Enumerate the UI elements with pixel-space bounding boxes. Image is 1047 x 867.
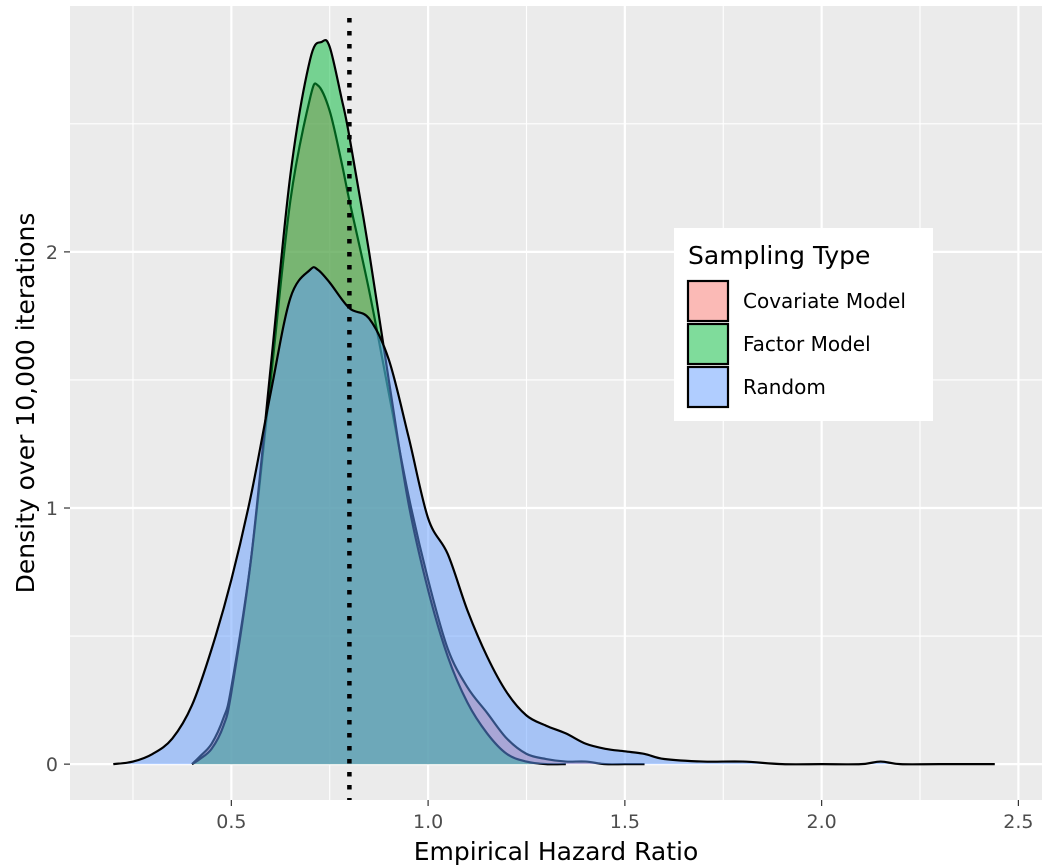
- y-axis-title: Density over 10,000 iterations: [11, 213, 40, 594]
- legend-key: [686, 322, 730, 366]
- y-tick-label: 2: [46, 242, 58, 264]
- line-random: [113, 266, 995, 766]
- legend-label: Random: [743, 375, 826, 399]
- legend: Sampling Type Covariate Model Factor Mode…: [674, 228, 933, 421]
- x-tick-label: 2.0: [807, 811, 837, 833]
- y-axis-ticks: 0 1 2: [46, 242, 70, 776]
- area-random: [113, 267, 995, 765]
- x-axis-ticks: 0.5 1.0 1.5 2.0 2.5: [216, 800, 1033, 833]
- y-tick-label: 1: [46, 498, 58, 520]
- legend-title: Sampling Type: [688, 241, 870, 270]
- legend-key: [686, 279, 730, 323]
- x-tick-label: 2.5: [1003, 811, 1033, 833]
- x-axis-title: Empirical Hazard Ratio: [414, 837, 699, 866]
- legend-key: [686, 365, 730, 409]
- x-tick-label: 0.5: [216, 811, 246, 833]
- x-tick-label: 1.0: [413, 811, 443, 833]
- legend-label: Factor Model: [743, 332, 871, 356]
- x-tick-label: 1.5: [610, 811, 640, 833]
- y-tick-label: 0: [46, 754, 58, 776]
- legend-items: Covariate Model Factor Model Random: [686, 279, 906, 409]
- density-areas: [113, 38, 995, 766]
- legend-label: Covariate Model: [743, 289, 906, 313]
